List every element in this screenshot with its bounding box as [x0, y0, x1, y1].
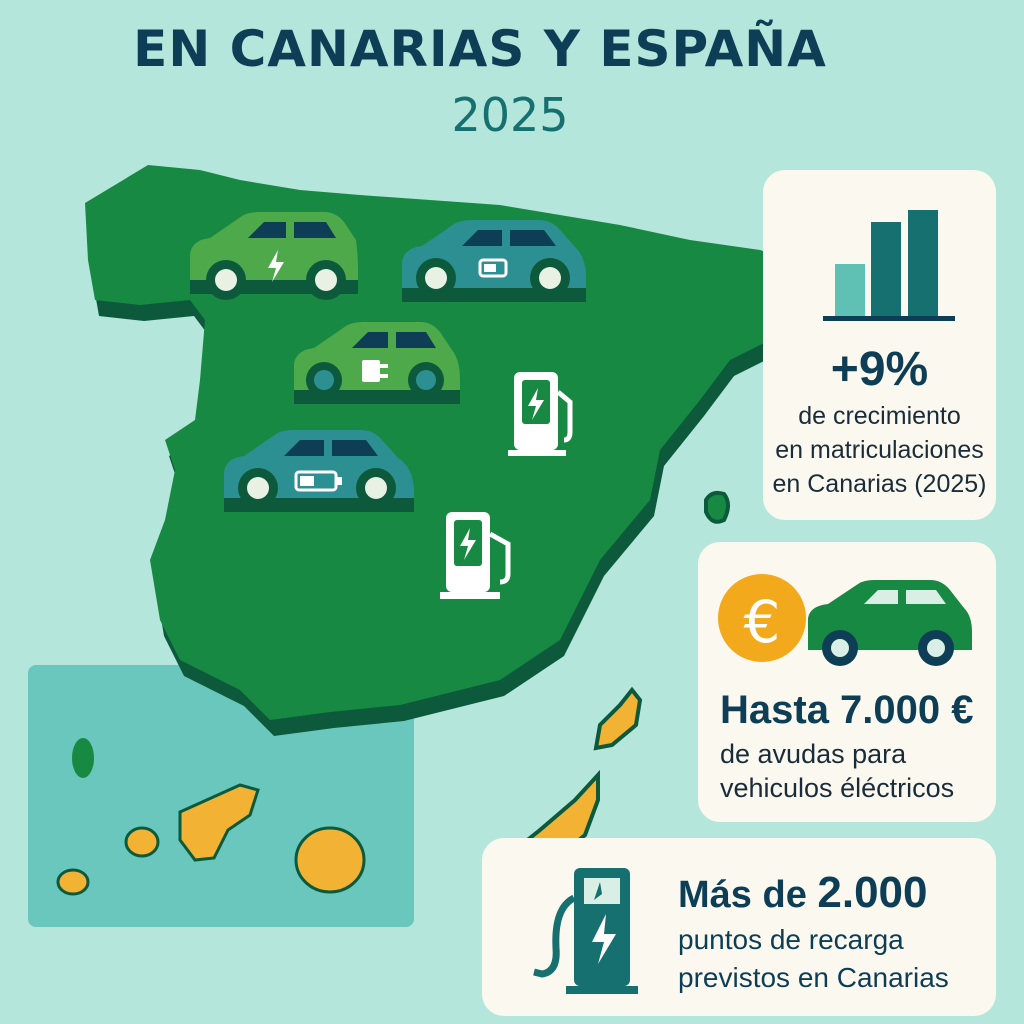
charging-line-2: previstos en Canarias — [678, 962, 949, 993]
subsidy-line-2: vehiculos éléctricos — [720, 773, 955, 803]
charging-value-line: Más de 2.000 — [678, 868, 928, 918]
island-el-hierro — [56, 868, 90, 896]
car-icon — [224, 430, 414, 512]
year-label: 2025 — [451, 88, 569, 142]
charging-line-1: puntos de recarga — [678, 924, 904, 955]
lightning-icon — [268, 250, 284, 282]
island-tenerife — [178, 783, 260, 862]
charging-value: 2.000 — [817, 868, 928, 917]
island-la-gomera — [124, 826, 160, 858]
charging-station-icon — [508, 372, 573, 456]
car-icon — [294, 322, 460, 404]
euro-coin-icon — [718, 574, 806, 662]
subsidy-illustration — [718, 574, 972, 666]
charging-station-icon — [533, 868, 638, 994]
car-icon — [808, 580, 972, 666]
charging-stat-card: Más de 2.000 puntos de recarga previstos… — [482, 838, 996, 1016]
growth-stat-card: +9% de crecimiento en matriculaciones en… — [763, 170, 996, 520]
subsidy-stat-card: € Hasta 7.000 € de avudas para vehiculos… — [698, 542, 996, 822]
growth-value: +9% — [830, 343, 929, 396]
charging-prefix: Más de — [678, 874, 807, 916]
lightning-icon — [592, 914, 616, 964]
growth-line-1: de crecimiento — [798, 402, 961, 430]
charging-station-icon — [440, 512, 511, 599]
subsidy-line-1: de avudas para — [720, 739, 907, 769]
car-icon — [190, 212, 358, 300]
island-lanzarote — [593, 686, 643, 751]
island-la-palma — [72, 738, 94, 778]
euro-symbol: € — [743, 588, 781, 656]
plug-icon — [362, 360, 380, 382]
car-icon — [402, 220, 586, 302]
growth-line-2: en matriculaciones — [775, 436, 984, 464]
spain-mainland — [85, 165, 808, 720]
bar-chart-icon — [823, 210, 955, 321]
battery-icon — [478, 258, 508, 278]
balearic-island — [704, 490, 730, 524]
page-title: EN CANARIAS Y ESPAÑA — [133, 20, 827, 78]
subsidy-value: Hasta 7.000 € — [720, 688, 974, 732]
island-gran-canaria — [294, 826, 366, 894]
growth-line-3: en Canarias (2025) — [772, 470, 987, 498]
